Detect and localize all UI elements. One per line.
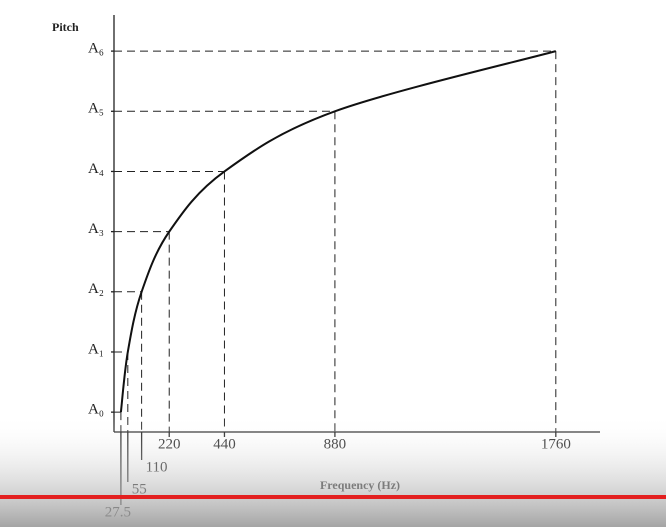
y-tick-label: A₁ [88, 341, 104, 357]
progress-bar[interactable] [0, 495, 666, 499]
y-tick-label: A₄ [88, 161, 104, 177]
y-tick-label: A₅ [88, 101, 104, 117]
y-tick-label: A₀ [88, 402, 104, 418]
series-line [119, 50, 557, 413]
y-axis-label: Pitch [52, 20, 79, 34]
y-tick-label: A₃ [88, 221, 104, 237]
y-tick-label: A₂ [88, 281, 104, 297]
y-tick-label: A₆ [88, 41, 104, 57]
video-overlay [0, 415, 666, 527]
